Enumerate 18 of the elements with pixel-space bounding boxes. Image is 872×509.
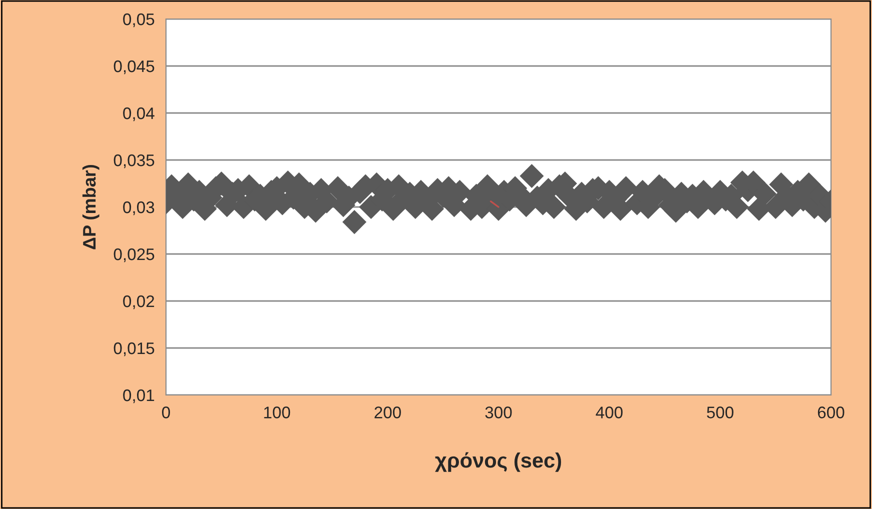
y-tick-label: 0,035 xyxy=(114,154,154,168)
y-tick-label: 0,05 xyxy=(123,13,154,28)
y-axis-title: ΔP (mbar) xyxy=(82,164,100,250)
y-tick-label: 0,01 xyxy=(123,389,154,404)
y-tick-label: 0,045 xyxy=(114,60,154,74)
x-tick-label: 600 xyxy=(818,406,844,418)
x-axis-title: χρόνος (sec) xyxy=(435,452,562,472)
x-tick-label: 200 xyxy=(374,406,401,418)
y-tick-label: 0,03 xyxy=(123,201,154,216)
y-tick-label: 0,02 xyxy=(123,295,154,310)
x-tick-label: 0 xyxy=(162,406,170,418)
x-tick-label: 300 xyxy=(485,406,512,418)
y-tick-label: 0,04 xyxy=(123,107,154,122)
x-tick-label: 100 xyxy=(264,406,290,418)
x-tick-label: 500 xyxy=(706,406,734,418)
y-tick-label: 0,025 xyxy=(114,248,154,262)
y-tick-label: 0,015 xyxy=(114,342,154,356)
x-tick-label: 400 xyxy=(596,406,623,418)
